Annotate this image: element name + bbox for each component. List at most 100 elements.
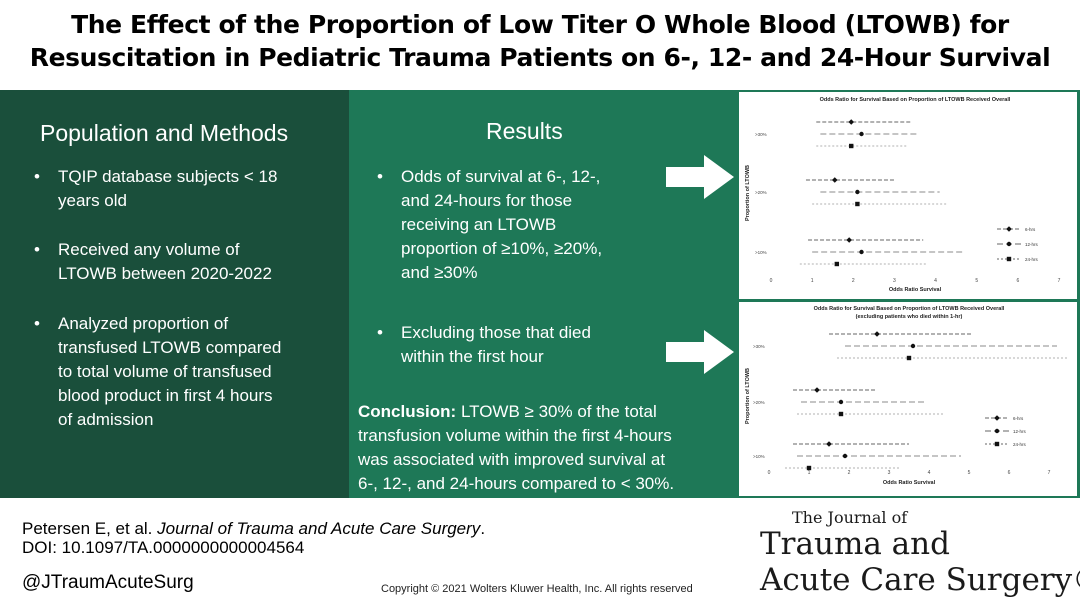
conclusion-label: Conclusion:	[358, 402, 457, 421]
logo-line-1: The Journal of	[792, 508, 908, 527]
population-bullet-1: TQIP database subjects < 18 years old	[34, 165, 277, 213]
x-tick-label: 5	[968, 470, 971, 476]
x-tick-label: 1	[811, 278, 814, 284]
point-24hr	[855, 201, 860, 207]
citation: Petersen E, et al. Journal of Trauma and…	[22, 519, 485, 557]
point-24hr	[834, 261, 840, 267]
point-24hr	[806, 465, 812, 471]
point-12hr	[842, 453, 848, 459]
bullet-line: LTOWB between 2020-2022	[58, 264, 272, 283]
population-heading: Population and Methods	[40, 120, 289, 146]
y-axis-label: Proportion of LTOWB	[745, 165, 751, 221]
logo-line-3: Acute Care Surgery®	[760, 562, 1080, 598]
conclusion-line-3: was associated with improved survival at	[358, 450, 666, 469]
citation-journal: Journal of Trauma and Acute Care Surgery	[157, 519, 481, 538]
results-bullet-2: Excluding those that died within the fir…	[377, 321, 591, 369]
legend-label: 24-hrs	[1013, 442, 1027, 447]
title-line-2: Resuscitation in Pediatric Trauma Patien…	[29, 43, 1051, 72]
charts-panel: Odds Ratio for Survival Based on Proport…	[736, 90, 1080, 498]
bullet-line: TQIP database subjects < 18	[58, 167, 278, 186]
results-bullet-1: Odds of survival at 6-, 12-, and 24-hour…	[377, 165, 602, 285]
bullet-line: and 24-hours for those	[401, 191, 573, 210]
conclusion-line-4: 6-, 12-, and 24-hours compared to < 30%.	[358, 474, 675, 493]
bullet-line: Received any volume of	[58, 240, 240, 259]
y-axis-label: Proportion of LTOWB	[745, 368, 751, 424]
results-heading: Results	[486, 118, 563, 144]
population-methods-panel: Population and Methods TQIP database sub…	[0, 90, 349, 498]
citation-doi: DOI: 10.1097/TA.0000000000004564	[22, 538, 305, 557]
forest-plot-overall: Odds Ratio for Survival Based on Proport…	[745, 97, 1061, 293]
population-bullet-2: Received any volume of LTOWB between 202…	[34, 238, 272, 286]
x-tick-label: 3	[888, 470, 891, 476]
bullet-line: Odds of survival at 6-, 12-,	[401, 167, 601, 186]
legend-marker	[994, 415, 1000, 421]
bullet-line: Excluding those that died	[401, 323, 591, 342]
point-24hr	[849, 143, 854, 149]
x-tick-label: 7	[1048, 470, 1051, 476]
group-label: >10%	[753, 454, 765, 459]
point-12hr	[859, 131, 864, 137]
forest-plot-excluding-1hr: Odds Ratio for Survival Based on Proport…	[745, 306, 1069, 486]
chart-excluding-first-hour: Odds Ratio for Survival Based on Proport…	[739, 302, 1077, 496]
x-axis-label: Odds Ratio Survival	[889, 287, 942, 293]
chart-overall: Odds Ratio for Survival Based on Proport…	[739, 92, 1077, 299]
results-panel: Results Odds of survival at 6-, 12-, and…	[349, 90, 736, 498]
point-6hr	[874, 331, 880, 337]
point-24hr	[906, 355, 912, 361]
legend-marker	[1006, 241, 1012, 247]
chart-subtitle: (excluding patients who died within 1-hr…	[856, 314, 963, 320]
bullet-line: of admission	[58, 410, 154, 429]
x-tick-label: 2	[852, 278, 855, 284]
point-6hr	[826, 441, 832, 447]
x-tick-label: 0	[768, 470, 771, 476]
conclusion-line-1: Conclusion: LTOWB ≥ 30% of the total	[358, 400, 733, 424]
legend-marker	[994, 428, 1000, 434]
legend-label: 24-hrs	[1025, 257, 1039, 262]
legend-label: 12-hrs	[1025, 242, 1039, 247]
bullet-line: blood product in first 4 hours	[58, 386, 273, 405]
legend-label: 6-hrs	[1025, 227, 1036, 232]
group-label: >30%	[755, 132, 767, 137]
bullet-line: within the first hour	[401, 347, 544, 366]
bullet-line: receiving an LTOWB	[401, 215, 557, 234]
legend-marker	[1006, 256, 1012, 262]
arrow-right-icon	[666, 155, 734, 199]
conclusion-text-1: LTOWB ≥ 30% of the total	[456, 402, 657, 421]
point-12hr	[838, 399, 844, 405]
x-tick-label: 7	[1058, 278, 1061, 284]
point-6hr	[848, 119, 855, 125]
point-12hr	[855, 189, 860, 195]
twitter-handle: @JTraumAcuteSurg	[22, 572, 194, 593]
group-label: >30%	[753, 344, 765, 349]
point-12hr	[859, 249, 864, 255]
chart-title: Odds Ratio for Survival Based on Proport…	[814, 306, 1005, 312]
x-tick-label: 4	[928, 470, 931, 476]
x-tick-label: 6	[1016, 278, 1019, 284]
point-6hr	[814, 387, 820, 393]
bullet-line: proportion of ≥10%, ≥20%,	[401, 239, 603, 258]
x-tick-label: 2	[848, 470, 851, 476]
x-tick-label: 4	[934, 278, 937, 284]
point-12hr	[910, 343, 916, 349]
group-label: >20%	[755, 190, 767, 195]
point-6hr	[831, 177, 838, 183]
group-label: >20%	[753, 400, 765, 405]
citation-authors: Petersen E, et al.	[22, 519, 158, 538]
population-bullet-3: Analyzed proportion of transfused LTOWB …	[34, 312, 281, 432]
x-axis-label: Odds Ratio Survival	[883, 480, 936, 486]
bullet-line: transfused LTOWB compared	[58, 338, 282, 357]
bullet-line: and ≥30%	[401, 263, 478, 282]
point-6hr	[846, 237, 852, 243]
x-tick-label: 1	[808, 470, 811, 476]
bullet-line: years old	[58, 191, 127, 210]
conclusion: Conclusion: LTOWB ≥ 30% of the total tra…	[358, 400, 733, 496]
citation-line: Petersen E, et al. Journal of Trauma and…	[22, 519, 485, 538]
group-label: >10%	[755, 250, 767, 255]
legend-marker	[1006, 226, 1012, 232]
bullet-line: to total volume of transfused	[58, 362, 272, 381]
logo-line-2: Trauma and	[760, 526, 950, 562]
legend-label: 6-hrs	[1013, 416, 1024, 421]
title-line-1: The Effect of the Proportion of Low Tite…	[71, 10, 1009, 39]
point-24hr	[838, 411, 844, 417]
citation-end: .	[480, 519, 486, 538]
